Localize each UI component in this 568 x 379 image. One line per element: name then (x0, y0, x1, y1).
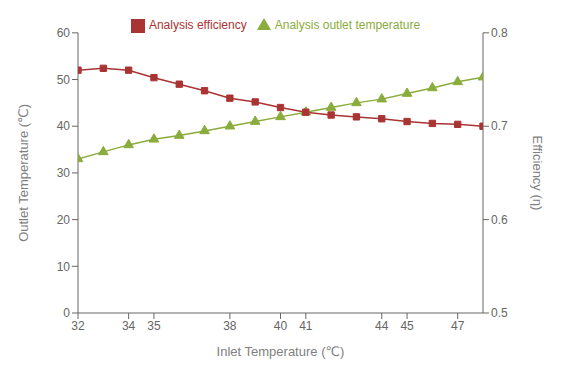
svg-text:10: 10 (57, 260, 71, 274)
svg-text:0.8: 0.8 (491, 26, 508, 40)
svg-text:0.7: 0.7 (491, 119, 508, 133)
svg-text:47: 47 (451, 319, 465, 333)
svg-text:35: 35 (147, 319, 161, 333)
svg-text:60: 60 (57, 26, 71, 40)
svg-text:Inlet Temperature (℃): Inlet Temperature (℃) (217, 344, 345, 359)
svg-text:0.6: 0.6 (491, 213, 508, 227)
svg-text:0.5: 0.5 (491, 306, 508, 320)
html-text:Analysis efficiency: Analysis efficiency (148, 18, 247, 32)
svg-text:41: 41 (299, 319, 313, 333)
svg-text:40: 40 (274, 319, 288, 333)
svg-text:Efficiency (η): Efficiency (η) (530, 135, 545, 210)
html-text:Analysis outlet temperature: Analysis outlet temperature (274, 18, 421, 32)
svg-text:30: 30 (57, 166, 71, 180)
svg-text:50: 50 (57, 73, 71, 87)
svg-text:44: 44 (375, 319, 389, 333)
svg-text:Outlet Temperature (℃): Outlet Temperature (℃) (16, 104, 31, 242)
svg-text:20: 20 (57, 213, 71, 227)
svg-text:45: 45 (400, 319, 414, 333)
svg-text:0: 0 (63, 306, 70, 320)
svg-text:34: 34 (122, 319, 136, 333)
svg-text:40: 40 (57, 119, 71, 133)
svg-text:32: 32 (71, 319, 85, 333)
svg-text:38: 38 (223, 319, 237, 333)
